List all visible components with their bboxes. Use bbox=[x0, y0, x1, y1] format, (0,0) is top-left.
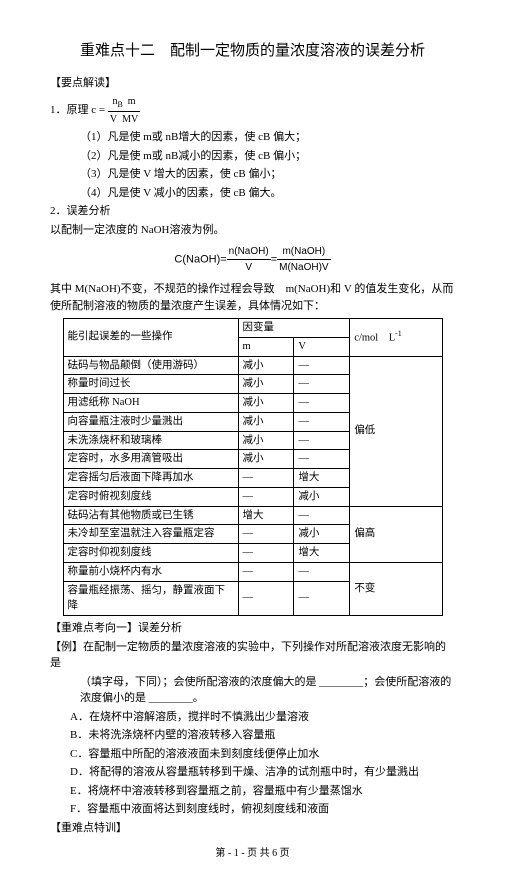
opt-d: D．将配得的溶液从容量瓶转移到干燥、洁净的试剂瓶中时，有少量溅出 bbox=[70, 764, 455, 781]
f2-left: C(NaOH)= bbox=[174, 253, 226, 265]
section-texun: 【重难点特训】 bbox=[50, 820, 455, 837]
table-cell: — bbox=[238, 562, 294, 581]
opt-e: E．将烧杯中溶液转移到容量瓶之前，容量瓶中有少量蒸馏水 bbox=[70, 783, 455, 800]
error-table: 能引起误差的一些操作 因变量 c/mol L-1 m V 砝码与物品颠倒（使用游… bbox=[63, 318, 443, 616]
desc: 其中 M(NaOH)不变，不规范的操作过程会导致 m(NaOH)和 V 的值发生… bbox=[50, 281, 455, 314]
page-footer: 第 - 1 - 页 共 6 页 bbox=[50, 846, 455, 861]
table-cell: 定容时仰视刻度线 bbox=[63, 544, 238, 563]
section-yaodian: 【要点解读】 bbox=[50, 75, 455, 92]
table-cell: — bbox=[294, 412, 350, 431]
table-cell: 向容量瓶注液时少量溅出 bbox=[63, 412, 238, 431]
table-cell: — bbox=[238, 525, 294, 544]
table-cell: 减小 bbox=[238, 412, 294, 431]
th-m: m bbox=[238, 337, 294, 356]
table-cell: — bbox=[238, 581, 294, 616]
table-cell: — bbox=[294, 562, 350, 581]
table-cell: 减小 bbox=[238, 431, 294, 450]
principle-line: 1．原理 c = nB m V MV bbox=[50, 94, 455, 127]
table-cell: — bbox=[238, 487, 294, 506]
table-cell: 减小 bbox=[238, 375, 294, 394]
example: 【例】在配制一定物质的量浓度溶液的实验中，下列操作对所配溶液浓度无影响的是 bbox=[50, 639, 455, 672]
rule-1: （1）凡是使 m或 nB增大的因素，使 cB 偏大； bbox=[80, 129, 455, 146]
example-text2: （填字母，下同）；会使所配溶液的浓度偏大的是 ________；会使所配溶液的浓… bbox=[50, 674, 455, 707]
table-cell: 未洗涤烧杯和玻璃棒 bbox=[63, 431, 238, 450]
table-cell: 定容时俯视刻度线 bbox=[63, 487, 238, 506]
table-cell: 定容时，水多用滴管吸出 bbox=[63, 450, 238, 469]
th-c: c/mol L-1 bbox=[350, 319, 442, 357]
table-cell-result: 不变 bbox=[350, 562, 442, 615]
table-cell: — bbox=[238, 469, 294, 488]
th-v: V bbox=[294, 337, 350, 356]
page-title: 重难点十二 配制一定物质的量浓度溶液的误差分析 bbox=[50, 40, 455, 63]
opt-b: B．未将洗涤烧杯内壁的溶液转移入容量瓶 bbox=[70, 727, 455, 744]
rule-4: （4）凡是使 V 减小的因素，使 cB 偏大。 bbox=[80, 185, 455, 202]
table-cell: — bbox=[294, 356, 350, 375]
section-kaoxiang: 【重难点考向一】误差分析 bbox=[50, 620, 455, 637]
rule-2: （2）凡是使 m或 nB减小的因素，使 cB 偏小； bbox=[80, 148, 455, 165]
opt-a: A．在烧杯中溶解溶质，搅拌时不慎溅出少量溶液 bbox=[70, 709, 455, 726]
table-cell: — bbox=[238, 544, 294, 563]
f2-frac2: m(NaOH) M(NaOH)V bbox=[277, 244, 330, 275]
opt-c: C．容量瓶中所配的溶液液面未到刻度线便停止加水 bbox=[70, 746, 455, 763]
opt-f: F．容量瓶中液面将达到刻度线时，俯视刻度线和液面 bbox=[70, 801, 455, 818]
table-cell: 未冷却至室温就注入容量瓶定容 bbox=[63, 525, 238, 544]
table-cell: 容量瓶经振荡、摇匀，静置液面下降 bbox=[63, 581, 238, 616]
table-cell: — bbox=[294, 506, 350, 525]
formula-2: C(NaOH)= n(NaOH) V = m(NaOH) M(NaOH)V bbox=[50, 244, 455, 275]
example-text1: 在配制一定物质的量浓度溶液的实验中，下列操作对所配溶液浓度无影响的是 bbox=[50, 641, 446, 670]
table-cell-result: 偏低 bbox=[350, 356, 442, 506]
table-cell: 定容摇匀后液面下降再加水 bbox=[63, 469, 238, 488]
rule-3: （3）凡是使 V 增大的因素，使 cB 偏小； bbox=[80, 166, 455, 183]
section-2b: 以配制一定浓度的 NaOH溶液为例。 bbox=[50, 222, 455, 239]
table-row: 砝码沾有其他物质或已生锈增大—偏高 bbox=[63, 506, 442, 525]
table-cell-result: 偏高 bbox=[350, 506, 442, 562]
table-cell: 增大 bbox=[238, 506, 294, 525]
table-cell: 用滤纸称 NaOH bbox=[63, 394, 238, 413]
table-cell: 减小 bbox=[238, 356, 294, 375]
principle-label: 1．原理 c = bbox=[50, 104, 105, 116]
table-cell: 减小 bbox=[294, 525, 350, 544]
table-cell: — bbox=[294, 450, 350, 469]
table-cell: 称量时间过长 bbox=[63, 375, 238, 394]
th-ops: 能引起误差的一些操作 bbox=[63, 319, 238, 357]
th-var: 因变量 bbox=[238, 319, 350, 338]
table-row: 砝码与物品颠倒（使用游码）减小—偏低 bbox=[63, 356, 442, 375]
frac-1: nB m V MV bbox=[108, 94, 140, 127]
table-cell: 砝码与物品颠倒（使用游码） bbox=[63, 356, 238, 375]
table-cell: 增大 bbox=[294, 469, 350, 488]
example-label: 【例】 bbox=[50, 641, 83, 653]
table-cell: 称量前小烧杯内有水 bbox=[63, 562, 238, 581]
table-cell: — bbox=[294, 581, 350, 616]
table-cell: 减小 bbox=[238, 394, 294, 413]
table-cell: — bbox=[294, 394, 350, 413]
table-cell: 砝码沾有其他物质或已生锈 bbox=[63, 506, 238, 525]
f2-frac1: n(NaOH) V bbox=[227, 244, 271, 275]
section-2: 2．误差分析 bbox=[50, 203, 455, 220]
table-row: 称量前小烧杯内有水——不变 bbox=[63, 562, 442, 581]
table-cell: 减小 bbox=[294, 487, 350, 506]
table-cell: — bbox=[294, 375, 350, 394]
table-cell: — bbox=[294, 431, 350, 450]
table-cell: 减小 bbox=[238, 450, 294, 469]
table-cell: 增大 bbox=[294, 544, 350, 563]
